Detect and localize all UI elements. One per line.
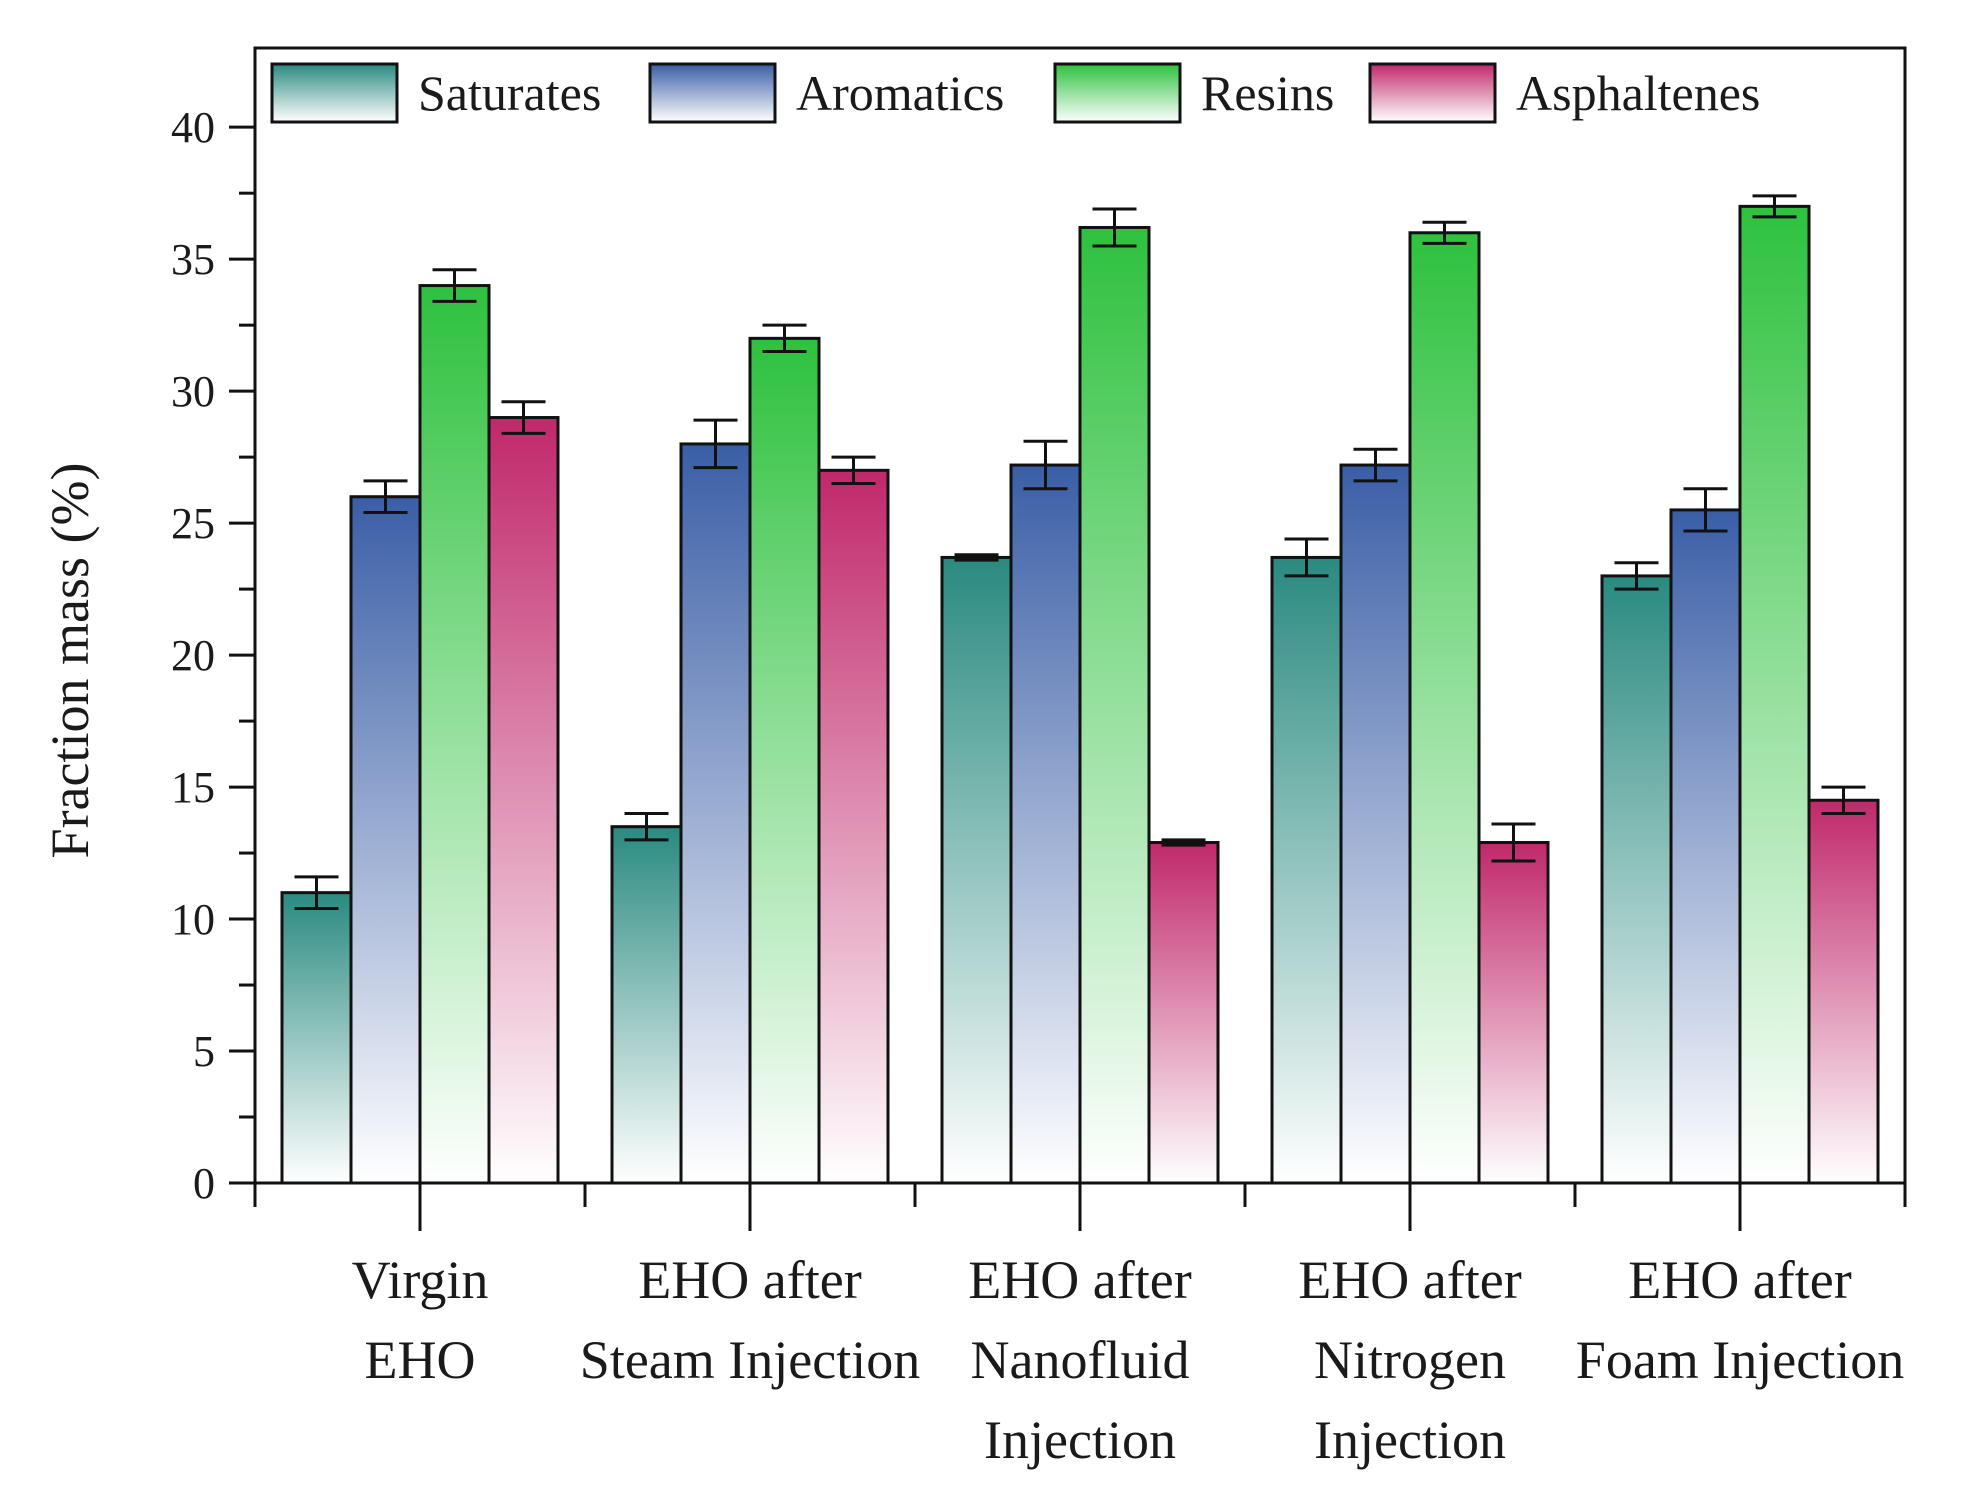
bar-asphaltenes — [1477, 841, 1550, 1185]
bar-resins — [1078, 225, 1151, 1185]
legend-swatch-resins — [1053, 62, 1182, 124]
x-category-label: EHO after — [638, 1250, 861, 1310]
bars — [280, 194, 1880, 1185]
x-category-label: Injection — [984, 1410, 1176, 1470]
x-category-label: Nitrogen — [1314, 1330, 1506, 1390]
bar-saturates — [280, 891, 353, 1185]
x-category-label: Nanofluid — [971, 1330, 1190, 1390]
bar-aromatics — [1339, 463, 1412, 1185]
y-tick-label: 20 — [171, 631, 215, 680]
axes: 0 5 10 15 20 25 30 35 40 Fraction mass (%) Virgin E… — [40, 46, 1907, 1470]
legend-swatch-aromatics — [648, 62, 777, 124]
bar-asphaltenes — [487, 416, 560, 1185]
bar-aromatics — [1669, 508, 1742, 1185]
legend-swatch-asphaltenes — [1368, 62, 1497, 124]
bar-aromatics — [1009, 463, 1082, 1185]
legend-swatch-saturates — [270, 62, 399, 124]
legend-label-asphaltenes: Asphaltenes — [1516, 65, 1760, 121]
x-category-label: EHO after — [1628, 1250, 1851, 1310]
x-category-label: EHO after — [968, 1250, 1191, 1310]
y-tick-label: 0 — [193, 1159, 215, 1208]
bar-asphaltenes — [1807, 798, 1880, 1185]
y-tick-label: 5 — [193, 1027, 215, 1076]
bar-saturates — [610, 825, 683, 1185]
bar-aromatics — [679, 442, 752, 1185]
x-category-label: Virgin — [352, 1250, 489, 1310]
bar-saturates — [1600, 574, 1673, 1185]
legend-label-resins: Resins — [1201, 65, 1334, 121]
y-tick-label: 15 — [171, 763, 215, 812]
bar-resins — [1738, 204, 1811, 1185]
y-axis-title: Fraction mass (%) — [40, 463, 100, 859]
y-tick-label: 25 — [171, 499, 215, 548]
bar-aromatics — [349, 495, 422, 1185]
y-tick-label: 40 — [171, 103, 215, 152]
bar-saturates — [940, 555, 1013, 1185]
y-tick-label: 10 — [171, 895, 215, 944]
bar-asphaltenes — [817, 468, 890, 1185]
y-tick-label: 30 — [171, 367, 215, 416]
x-category-label: Foam Injection — [1576, 1330, 1904, 1390]
y-tick-label: 35 — [171, 235, 215, 284]
legend-label-aromatics: Aromatics — [796, 65, 1004, 121]
bar-resins — [748, 336, 821, 1185]
x-category-label: Steam Injection — [580, 1330, 920, 1390]
x-category-label: EHO after — [1298, 1250, 1521, 1310]
legend-label-saturates: Saturates — [418, 65, 601, 121]
bar-saturates — [1270, 555, 1343, 1185]
bar-resins — [418, 284, 491, 1185]
bar-resins — [1408, 231, 1481, 1185]
x-category-label: EHO — [365, 1330, 476, 1390]
legend: Saturates Aromatics Resins Asphaltenes — [270, 62, 1760, 124]
x-category-label: Injection — [1314, 1410, 1506, 1470]
bar-asphaltenes — [1147, 841, 1220, 1185]
